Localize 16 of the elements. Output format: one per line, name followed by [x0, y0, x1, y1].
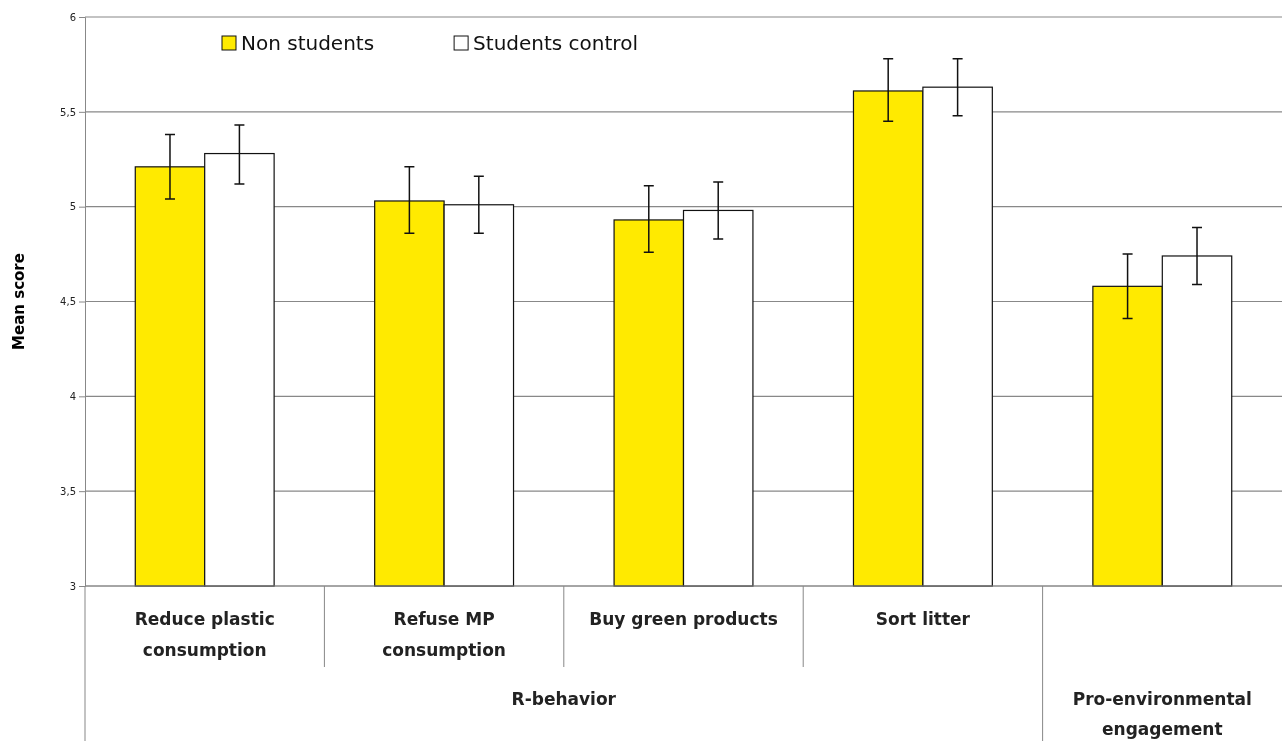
y-tick-label: 5: [69, 201, 76, 213]
y-tick-label: 5,5: [60, 106, 76, 118]
x-tick-label: Reduce plastic consumption: [134, 609, 275, 660]
y-tick-label: 6: [69, 11, 76, 23]
y-tick-label: 3: [69, 580, 76, 592]
text: R-behavior: [511, 689, 617, 709]
x-tick-label: Sort litter: [875, 609, 971, 629]
x-tick-label: Buy green products: [589, 609, 778, 629]
x-tick-label: Refuse MP consumption: [382, 609, 506, 660]
legend-label: Non students: [241, 31, 375, 55]
y-tick-label: 4,5: [60, 296, 76, 308]
y-tick-label: 3,5: [60, 485, 76, 497]
y-axis-title: Mean score: [10, 253, 28, 350]
legend-label: Students control: [473, 31, 638, 55]
text: Pro-environmental engagement: [1072, 689, 1252, 739]
y-tick-label: 4: [69, 391, 76, 403]
